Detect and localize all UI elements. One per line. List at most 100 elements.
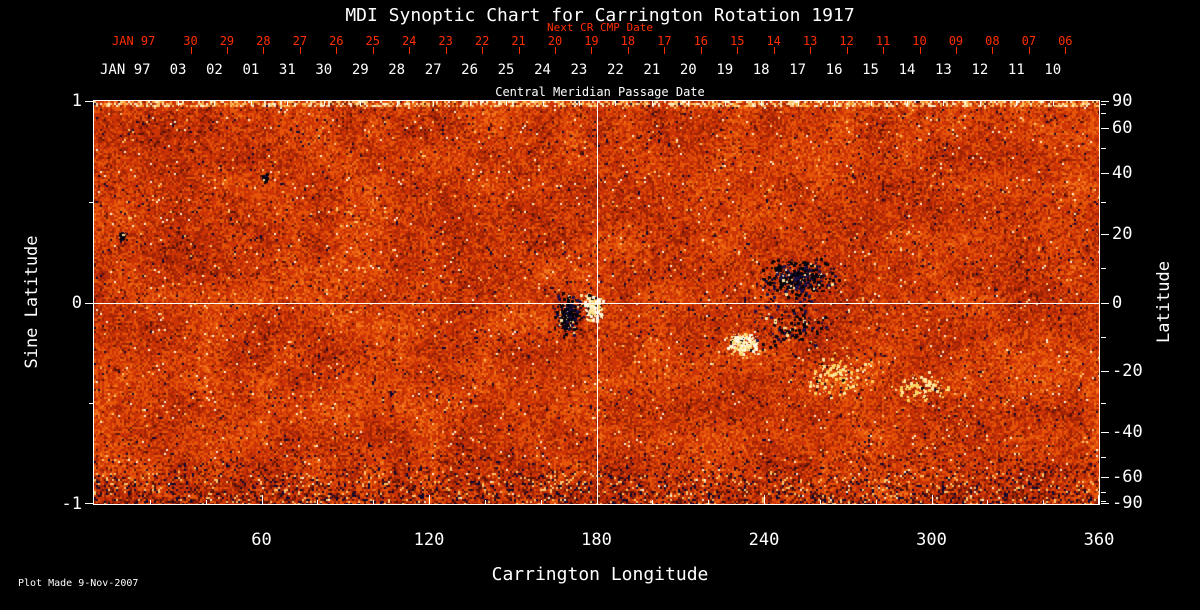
x-tick-label: 180 <box>581 530 612 550</box>
sine-latitude-tick-label: 0 <box>71 292 82 313</box>
x-minor-tick <box>876 500 877 504</box>
cmp-tick-mark <box>214 101 216 106</box>
next-cr-tick-mark <box>190 47 192 54</box>
cmp-tick-mark <box>870 101 872 106</box>
cmp-tick-mark <box>1052 101 1054 106</box>
latitude-tick-label: 90 <box>1112 91 1133 111</box>
cmp-tick-mark <box>834 101 836 106</box>
next-cr-tick-mark <box>883 47 885 54</box>
cmp-tick-mark <box>943 101 945 106</box>
latitude-tick-label: -20 <box>1112 361 1143 382</box>
cmp-tick-label: 22 <box>606 62 624 78</box>
cmp-tick-label: 02 <box>206 62 223 78</box>
cmp-tick-mark <box>360 101 362 106</box>
next-cr-tick-mark <box>919 47 921 54</box>
cmp-tick-label: 25 <box>497 62 515 78</box>
sine-latitude-tick-label: -1 <box>61 494 82 514</box>
cmp-tick-mark <box>469 101 471 106</box>
cmp-tick-label: 29 <box>351 62 369 78</box>
next-cr-tick-mark <box>409 47 411 54</box>
next-cr-tick-label: 30 <box>183 34 198 48</box>
cmp-tick-label: 24 <box>534 62 551 78</box>
sine-latitude-tick-label: 1 <box>71 91 82 111</box>
cmp-tick-label: 18 <box>752 62 770 78</box>
next-cr-tick-mark <box>737 47 739 54</box>
cmp-tick-label: 17 <box>789 62 807 78</box>
x-minor-tick <box>150 500 151 504</box>
latitude-minor-tick <box>1101 201 1106 203</box>
next-cr-tick-mark <box>336 47 338 54</box>
x-minor-tick <box>541 500 542 504</box>
cmp-tick-mark <box>178 101 179 106</box>
x-tick-label: 300 <box>916 530 947 550</box>
next-cr-tick-label: 26 <box>329 34 344 48</box>
x-minor-tick <box>373 500 374 504</box>
x-minor-tick <box>485 500 486 504</box>
latitude-minor-tick <box>1101 113 1106 115</box>
latitude-tick-mark <box>1101 101 1109 102</box>
sine-latitude-minor-tick <box>89 201 93 203</box>
chart-title: MDI Synoptic Chart for Carrington Rotati… <box>345 5 855 26</box>
next-cr-tick-label: 23 <box>438 34 453 48</box>
next-cr-tick-label: 27 <box>292 34 308 48</box>
cmp-tick-mark <box>651 101 653 106</box>
cmp-tick-mark <box>578 101 580 106</box>
next-cr-tick-label: 24 <box>401 34 417 48</box>
x-minor-tick <box>317 500 318 504</box>
cmp-tick-mark <box>615 101 617 106</box>
next-cr-tick-mark <box>555 47 556 54</box>
next-cr-tick-mark <box>299 47 301 54</box>
x-minor-tick <box>652 500 653 504</box>
next-cr-tick-label: 15 <box>730 34 745 48</box>
latitude-tick-mark <box>1101 302 1109 304</box>
next-cr-tick-label: 11 <box>875 34 891 48</box>
sine-latitude-minor-tick <box>89 403 93 405</box>
next-cr-tick-label: 07 <box>1021 34 1037 48</box>
next-cr-tick-label: 29 <box>219 34 235 48</box>
next-cr-tick-label: 25 <box>365 34 380 48</box>
next-cr-tick-mark <box>591 47 593 54</box>
latitude-tick-mark <box>1101 233 1109 235</box>
next-cr-tick-label: 09 <box>948 34 964 48</box>
x-minor-tick <box>708 500 709 504</box>
x-minor-tick <box>1043 500 1044 504</box>
next-cr-tick-label: 17 <box>657 34 672 48</box>
latitude-tick-mark <box>1101 432 1109 434</box>
next-cr-tick-label: 16 <box>693 34 709 48</box>
next-cr-tick-label: 18 <box>620 34 636 48</box>
sine-latitude-tick-mark <box>85 503 93 504</box>
next-cr-tick-mark <box>372 47 374 54</box>
latitude-tick-label: 0 <box>1112 292 1123 313</box>
cmp-tick-label: 01 <box>242 62 260 78</box>
x-major-tick <box>597 495 598 504</box>
x-tick-label: 240 <box>748 530 780 550</box>
magnetogram-canvas <box>94 101 1099 504</box>
cmp-tick-mark <box>688 101 690 106</box>
x-major-tick <box>262 495 263 504</box>
cmp-tick-label: 10 <box>1044 62 1062 78</box>
cmp-tick-label: 16 <box>825 62 843 78</box>
next-cr-tick-label: 13 <box>802 34 818 48</box>
cmp-tick-label: 27 <box>424 62 442 78</box>
next-cr-axis-title: Next CR CMP Date <box>547 21 653 34</box>
latitude-tick-mark <box>1101 127 1109 129</box>
cmp-tick-mark <box>506 101 508 106</box>
cmp-tick-label: 14 <box>898 62 916 78</box>
latitude-tick-label: 40 <box>1112 162 1133 183</box>
next-cr-tick-mark <box>1028 47 1030 54</box>
next-cr-tick-label: 12 <box>839 34 854 48</box>
latitude-tick-label: 60 <box>1112 117 1133 138</box>
sine-latitude-tick-mark <box>85 101 93 102</box>
next-cr-tick-label: 14 <box>766 34 781 48</box>
next-cr-tick-mark <box>1065 47 1067 54</box>
cmp-tick-label: 30 <box>315 62 333 78</box>
x-minor-tick <box>820 500 821 504</box>
cmp-lead-label: JAN 97 <box>100 62 151 78</box>
latitude-minor-tick <box>1101 267 1106 269</box>
cmp-axis-title: Central Meridian Passage Date <box>495 85 705 99</box>
x-major-tick <box>932 495 933 504</box>
cmp-tick-label: 11 <box>1007 62 1025 78</box>
x-axis-title: Carrington Longitude <box>491 564 709 585</box>
next-cr-tick-mark <box>955 47 957 54</box>
next-cr-tick-mark <box>992 47 994 54</box>
